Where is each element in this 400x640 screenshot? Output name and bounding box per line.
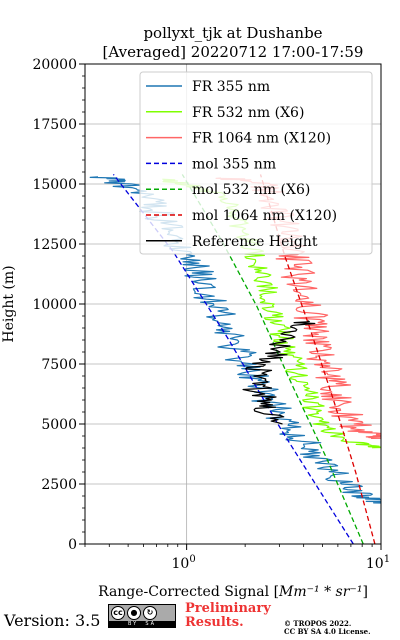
axes: 0 2500 5000 7500 10000 12500 15000 17500 20000 10… bbox=[32, 57, 390, 572]
cc-sa-icon: ↻ bbox=[143, 606, 157, 620]
version-label: Version: 3.5 bbox=[4, 611, 101, 630]
series-line-mol-532-nm-x6 bbox=[181, 174, 364, 544]
copyright-line1: © TROPOS 2022. bbox=[284, 619, 352, 628]
cc-icon: cc bbox=[111, 606, 125, 620]
legend-label: mol 355 nm bbox=[192, 156, 276, 172]
preliminary-line2: Results. bbox=[185, 615, 244, 630]
chart-title-line2: [Averaged] 20220712 17:00-17:59 bbox=[103, 43, 364, 61]
y-tick-label: 0 bbox=[68, 537, 77, 553]
footer: Version: 3.5 cc ● ↻ BY SA Preliminary Re… bbox=[0, 600, 400, 640]
x-axis-label: Range-Corrected Signal [Mm⁻¹ * sr⁻¹] bbox=[98, 584, 368, 600]
y-axis-label: Height (m) bbox=[1, 265, 17, 342]
series-line-reference-height bbox=[242, 320, 316, 425]
copyright-notice: © TROPOS 2022. CC BY SA 4.0 License. bbox=[284, 620, 400, 636]
x-tick-label: 101 bbox=[366, 554, 390, 572]
y-tick-label: 7500 bbox=[41, 357, 77, 373]
y-tick-label: 15000 bbox=[32, 177, 77, 193]
x-axis-label-math: Mm⁻¹ * sr⁻¹ bbox=[278, 584, 362, 600]
legend-label: mol 532 nm (X6) bbox=[192, 182, 310, 198]
preliminary-line1: Preliminary bbox=[185, 601, 271, 616]
legend: FR 355 nm FR 532 nm (X6) FR 1064 nm (X120)… bbox=[139, 71, 373, 255]
y-tick-label: 2500 bbox=[41, 477, 77, 493]
copyright-line2: CC BY SA 4.0 License. bbox=[284, 627, 371, 636]
y-tick-label: 5000 bbox=[41, 417, 77, 433]
legend-label: Reference Height bbox=[192, 234, 318, 250]
legend-box bbox=[139, 71, 373, 255]
lidar-chart: pollyxt_tjk at Dushanbe [Averaged] 20220… bbox=[1, 24, 390, 600]
y-tick-label: 12500 bbox=[32, 237, 77, 253]
legend-label: FR 355 nm bbox=[192, 79, 270, 95]
cc-badge-caption: BY SA bbox=[109, 621, 175, 627]
chart-title-line1: pollyxt_tjk at Dushanbe bbox=[143, 24, 322, 42]
cc-license-badge: cc ● ↻ BY SA bbox=[108, 604, 176, 628]
x-axis-label-suffix: ] bbox=[362, 584, 367, 600]
x-tick-label: 100 bbox=[172, 554, 196, 572]
legend-label: FR 532 nm (X6) bbox=[192, 105, 304, 121]
y-tick-label: 10000 bbox=[32, 297, 77, 313]
cc-by-icon: ● bbox=[127, 606, 141, 620]
y-tick-label: 17500 bbox=[32, 117, 77, 133]
x-axis-label-prefix: Range-Corrected Signal [ bbox=[98, 584, 279, 600]
y-tick-label: 20000 bbox=[32, 57, 77, 73]
preliminary-notice: Preliminary Results. bbox=[185, 602, 280, 630]
legend-label: mol 1064 nm (X120) bbox=[192, 208, 337, 224]
legend-label: FR 1064 nm (X120) bbox=[192, 131, 331, 147]
